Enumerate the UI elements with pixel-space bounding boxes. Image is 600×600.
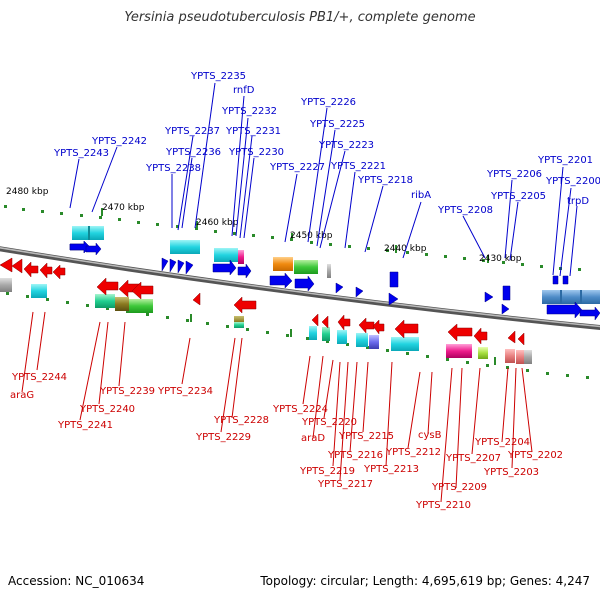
gene-label-bottom: YPTS_2207 [445, 453, 501, 464]
gene-label-bottom: YPTS_2244 [11, 372, 67, 383]
bottom-leader-lines [21, 311, 533, 503]
gene-label-bottom: YPTS_2204 [474, 437, 530, 448]
kbp-label: 2450 kbp [290, 231, 333, 241]
kbp-label: 2480 kbp [6, 187, 49, 197]
gene-label-top: YPTS_2221 [330, 161, 386, 172]
gene-label-top: ribA [411, 190, 431, 201]
kbp-label: 2440 kbp [384, 244, 427, 254]
gene-label-top: YPTS_2238 [145, 163, 201, 174]
lower-tick-track [6, 292, 589, 379]
gene-label-bottom: YPTS_2210 [415, 500, 471, 511]
kbp-label: 2430 kbp [479, 254, 522, 264]
gene-label-top: YPTS_2200 [545, 176, 600, 187]
gene-label-bottom: YPTS_2229 [195, 432, 251, 443]
gene-label-top: YPTS_2218 [357, 175, 413, 186]
gene-label-top: rnfD [233, 85, 255, 96]
gene-label-bottom: cysB [418, 430, 442, 441]
forward-gene-arrows [69, 240, 600, 321]
gene-label-bottom: araG [10, 390, 34, 401]
gene-label-bottom: YPTS_2213 [363, 464, 419, 475]
gene-label-bottom: YPTS_2216 [327, 450, 383, 461]
gene-label-top: YPTS_2230 [228, 147, 284, 158]
gene-label-top: YPTS_2223 [318, 140, 374, 151]
accession-label: Accession: NC_010634 [8, 574, 145, 588]
gene-label-top: YPTS_2236 [165, 147, 221, 158]
genome-backbone [0, 246, 600, 331]
gene-label-top: YPTS_2201 [537, 155, 593, 166]
gene-label-bottom: YPTS_2239 [99, 386, 155, 397]
gene-label-bottom: YPTS_2217 [317, 479, 373, 490]
gene-label-bottom: YPTS_2234 [157, 386, 213, 397]
gene-label-top: YPTS_2205 [490, 191, 546, 202]
gene-label-bottom: YPTS_2209 [431, 482, 487, 493]
kbp-label: 2460 kbp [196, 218, 239, 228]
gene-label-top: YPTS_2232 [221, 106, 277, 117]
forward-feature-boxes [72, 226, 600, 304]
figure-title: Yersinia pseudotuberculosis PB1/+, compl… [124, 10, 476, 25]
kbp-label: 2470 kbp [102, 203, 145, 213]
gene-label-bottom: YPTS_2219 [299, 466, 355, 477]
gene-label-bottom: YPTS_2240 [79, 404, 135, 415]
gene-label-bottom: YPTS_2215 [338, 431, 394, 442]
reverse-gene-arrows [0, 257, 525, 346]
gene-label-bottom: YPTS_2241 [57, 420, 113, 431]
gene-label-top: trpD [567, 196, 589, 207]
gene-label-bottom: YPTS_2220 [301, 417, 357, 428]
gene-label-top: YPTS_2237 [164, 126, 220, 137]
gene-label-top: YPTS_2226 [300, 97, 356, 108]
top-leader-lines [69, 82, 578, 277]
gene-label-bottom: YPTS_2224 [272, 404, 328, 415]
gene-label-bottom: YPTS_2202 [507, 450, 563, 461]
gene-label-top: YPTS_2227 [269, 162, 325, 173]
gene-label-bottom: YPTS_2212 [385, 447, 441, 458]
gene-label-bottom: araD [301, 433, 325, 444]
reverse-feature-boxes [0, 278, 532, 364]
gene-label-bottom: YPTS_2228 [213, 415, 269, 426]
gene-label-top: YPTS_2242 [91, 136, 147, 147]
gene-label-top: YPTS_2243 [53, 148, 109, 159]
gene-label-top: YPTS_2208 [437, 205, 493, 216]
gene-label-top: YPTS_2235 [190, 71, 246, 82]
gene-label-top: YPTS_2231 [225, 126, 281, 137]
gene-label-top: YPTS_2206 [486, 169, 542, 180]
gene-label-bottom: YPTS_2203 [483, 467, 539, 478]
genome-info-label: Topology: circular; Length: 4,695,619 bp… [260, 574, 590, 588]
gene-label-top: YPTS_2225 [309, 119, 365, 130]
